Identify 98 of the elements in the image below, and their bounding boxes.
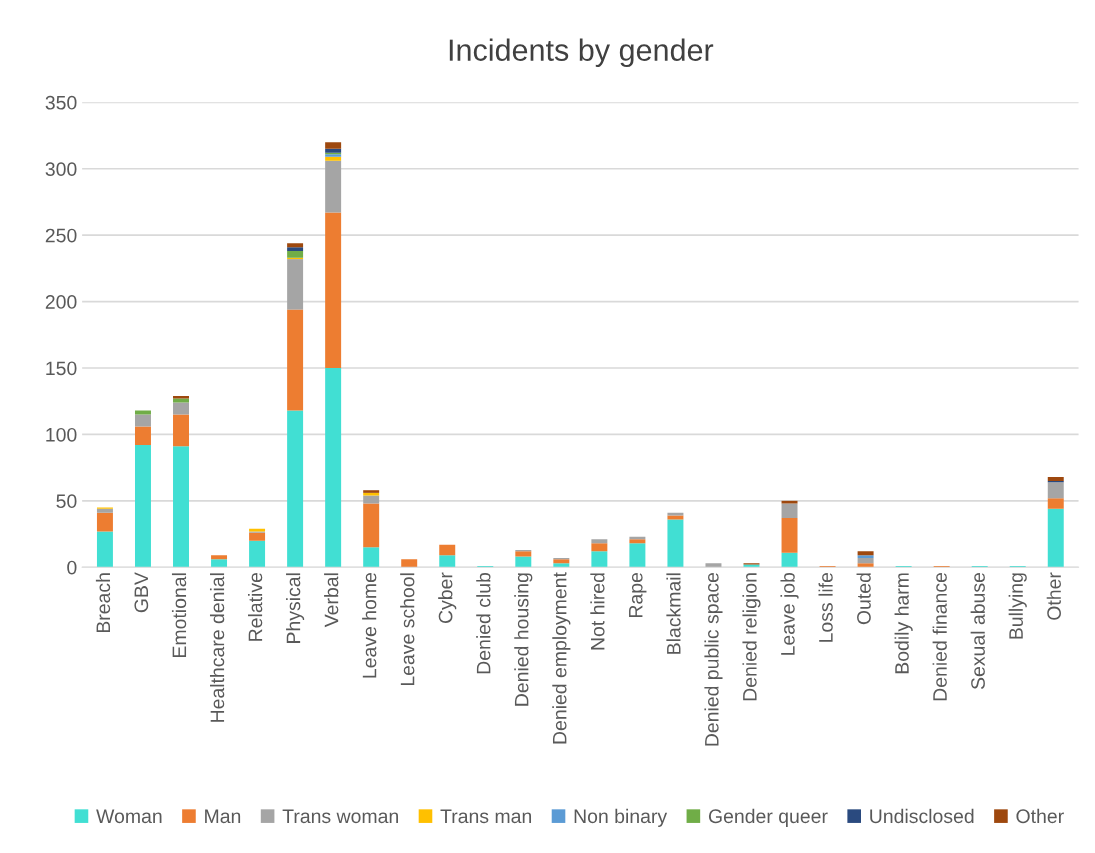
bar [173,395,189,399]
legend-label: Non binary [574,808,668,827]
x-tick-label: Physical [286,573,305,643]
bar [1047,476,1064,481]
bar [134,445,151,568]
bar [401,559,418,568]
bar [325,160,342,213]
bar [287,309,304,411]
bar [211,559,228,568]
legend-label: Other [1016,808,1064,824]
bar [173,446,189,568]
x-tick-label: Denied religion [742,573,761,701]
x-tick-label: Denied club [476,572,491,674]
x-tick-label: Relative [248,572,263,641]
x-tick-label: Verbal [324,573,339,628]
bar [211,555,228,560]
y-tick-label: 50 [56,494,77,509]
bar [173,414,189,447]
bar [667,515,684,520]
bar [591,551,608,568]
bar [591,539,608,544]
bar [287,243,304,248]
y-tick-label: 100 [46,427,77,442]
x-tick-label: Emotional [171,573,187,657]
bar [667,519,684,568]
x-tick-label: Denied housing [514,573,533,706]
x-tick-label: Denied finance [932,572,947,701]
x-tick-label: Bodily harm [894,573,913,674]
bar [173,402,189,415]
y-tick-label: 200 [45,295,77,309]
bar [705,563,722,568]
x-tick-label: Loss life [818,572,833,642]
x-tick-label: Leave school [400,573,415,686]
x-tick-label: GBV [134,572,149,613]
bar [287,251,304,258]
bar [1047,482,1064,499]
bar [553,563,570,568]
bar [325,156,342,161]
bar [363,503,380,548]
x-tick-label: Healthcare denial [209,573,225,722]
bar [781,552,798,568]
x-tick-label: Blackmail [666,573,681,654]
bar [1047,498,1064,509]
bar [134,426,151,446]
bar [857,557,874,564]
bar [591,543,608,552]
bar [96,512,113,532]
bar [781,518,798,553]
x-tick-label: Leave job [780,572,799,655]
x-tick-label: Not hired [590,573,605,650]
x-tick-label: Rape [629,572,647,617]
bar [134,414,151,427]
x-tick-label: Breach [95,573,111,633]
bar [249,540,266,568]
bar [1047,508,1064,568]
y-tick-label: 350 [45,95,77,110]
bar [325,368,342,568]
bar [515,551,532,557]
y-tick-label: 0 [67,560,77,575]
bar [287,247,304,252]
legend-label: Trans man [440,809,532,824]
x-tick-label: Leave home [362,572,377,678]
bar [363,547,380,568]
bar [173,398,189,403]
bar [325,148,342,153]
bar [439,544,456,556]
bar [629,543,646,568]
bar [287,259,304,310]
bar [249,532,266,541]
y-tick-label: 250 [45,228,77,243]
bar [857,551,874,556]
bar [553,559,570,564]
y-tick-label: 300 [45,162,77,177]
bar [857,555,874,558]
bar [325,212,342,369]
chart-title: Incidents by gender [449,38,714,68]
bar [96,508,113,513]
bar [781,503,798,519]
bar [629,539,646,544]
bar [287,410,304,568]
legend-label: Woman [96,809,162,824]
y-tick-label: 150 [46,361,77,376]
legend-label: Undisclosed [870,808,974,824]
x-tick-label: Other [1046,572,1061,620]
x-tick-label: Bullying [1008,573,1027,639]
legend-label: Trans woman [282,809,398,824]
bar [439,555,456,568]
x-tick-label: Cyber [438,572,457,623]
bar [515,556,532,568]
x-tick-label: Denied public space [704,572,723,746]
legend-label: Man [205,809,241,824]
bar [96,531,113,568]
bar [325,142,342,149]
x-tick-label: Outed [856,573,871,625]
bar [857,563,874,568]
legend-label: Gender queer [708,808,828,827]
x-tick-label: Denied employment [552,572,571,744]
x-tick-label: Sexual abuse [970,572,985,690]
